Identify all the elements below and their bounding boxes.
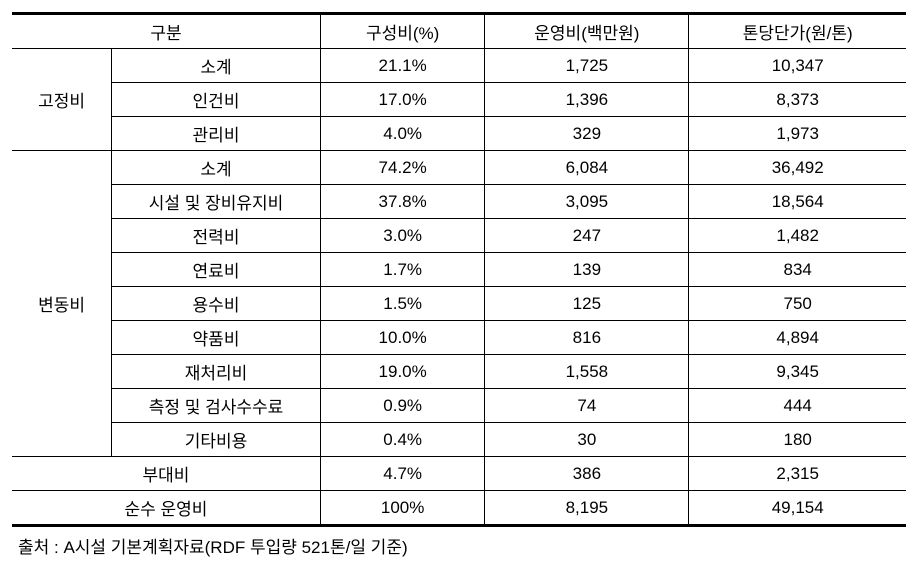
row-cost: 1,396	[485, 83, 689, 117]
table-row: 변동비 소계 74.2% 6,084 36,492	[12, 151, 906, 185]
fixed-cost-label: 고정비	[12, 49, 112, 151]
row-name: 전력비	[112, 219, 321, 253]
row-unit: 444	[689, 389, 906, 423]
row-ratio: 19.0%	[320, 355, 484, 389]
row-name: 시설 및 장비유지비	[112, 185, 321, 219]
table-row: 시설 및 장비유지비 37.8% 3,095 18,564	[12, 185, 906, 219]
row-ratio: 1.5%	[320, 287, 484, 321]
row-cost: 125	[485, 287, 689, 321]
table-row: 약품비 10.0% 816 4,894	[12, 321, 906, 355]
row-ratio: 21.1%	[320, 49, 484, 83]
row-unit: 36,492	[689, 151, 906, 185]
row-unit: 1,482	[689, 219, 906, 253]
table-row: 관리비 4.0% 329 1,973	[12, 117, 906, 151]
row-unit: 9,345	[689, 355, 906, 389]
header-cost: 운영비(백만원)	[485, 14, 689, 49]
row-cost: 1,725	[485, 49, 689, 83]
row-unit: 8,373	[689, 83, 906, 117]
row-name: 재처리비	[112, 355, 321, 389]
variable-cost-label: 변동비	[12, 151, 112, 457]
row-unit: 49,154	[689, 491, 906, 526]
row-cost: 3,095	[485, 185, 689, 219]
table-row: 전력비 3.0% 247 1,482	[12, 219, 906, 253]
header-ratio: 구성비(%)	[320, 14, 484, 49]
row-cost: 247	[485, 219, 689, 253]
row-name: 인건비	[112, 83, 321, 117]
row-unit: 10,347	[689, 49, 906, 83]
row-ratio: 4.7%	[320, 457, 484, 491]
row-name: 기타비용	[112, 423, 321, 457]
row-name: 용수비	[112, 287, 321, 321]
row-ratio: 10.0%	[320, 321, 484, 355]
table-row: 순수 운영비 100% 8,195 49,154	[12, 491, 906, 526]
incidental-name: 부대비	[12, 457, 320, 491]
row-unit: 750	[689, 287, 906, 321]
row-unit: 2,315	[689, 457, 906, 491]
table-row: 기타비용 0.4% 30 180	[12, 423, 906, 457]
row-unit: 18,564	[689, 185, 906, 219]
row-ratio: 37.8%	[320, 185, 484, 219]
row-ratio: 100%	[320, 491, 484, 526]
row-cost: 816	[485, 321, 689, 355]
row-cost: 74	[485, 389, 689, 423]
table-row: 용수비 1.5% 125 750	[12, 287, 906, 321]
row-cost: 6,084	[485, 151, 689, 185]
row-ratio: 74.2%	[320, 151, 484, 185]
row-ratio: 0.9%	[320, 389, 484, 423]
row-cost: 329	[485, 117, 689, 151]
row-cost: 1,558	[485, 355, 689, 389]
table-row: 인건비 17.0% 1,396 8,373	[12, 83, 906, 117]
net-name: 순수 운영비	[12, 491, 320, 526]
row-name: 측정 및 검사수수료	[112, 389, 321, 423]
table-header-row: 구분 구성비(%) 운영비(백만원) 톤당단가(원/톤)	[12, 14, 906, 49]
row-ratio: 17.0%	[320, 83, 484, 117]
row-name: 연료비	[112, 253, 321, 287]
cost-table: 구분 구성비(%) 운영비(백만원) 톤당단가(원/톤) 고정비 소계 21.1…	[12, 12, 906, 527]
row-name: 소계	[112, 151, 321, 185]
table-row: 측정 및 검사수수료 0.9% 74 444	[12, 389, 906, 423]
header-unit-price: 톤당단가(원/톤)	[689, 14, 906, 49]
row-cost: 30	[485, 423, 689, 457]
row-cost: 386	[485, 457, 689, 491]
row-unit: 834	[689, 253, 906, 287]
row-cost: 8,195	[485, 491, 689, 526]
row-unit: 1,973	[689, 117, 906, 151]
row-unit: 180	[689, 423, 906, 457]
row-name: 약품비	[112, 321, 321, 355]
table-row: 고정비 소계 21.1% 1,725 10,347	[12, 49, 906, 83]
row-name: 소계	[112, 49, 321, 83]
row-ratio: 4.0%	[320, 117, 484, 151]
row-ratio: 1.7%	[320, 253, 484, 287]
row-name: 관리비	[112, 117, 321, 151]
header-category: 구분	[12, 14, 320, 49]
table-row: 재처리비 19.0% 1,558 9,345	[12, 355, 906, 389]
row-ratio: 3.0%	[320, 219, 484, 253]
row-unit: 4,894	[689, 321, 906, 355]
table-row: 연료비 1.7% 139 834	[12, 253, 906, 287]
table-row: 부대비 4.7% 386 2,315	[12, 457, 906, 491]
row-ratio: 0.4%	[320, 423, 484, 457]
row-cost: 139	[485, 253, 689, 287]
